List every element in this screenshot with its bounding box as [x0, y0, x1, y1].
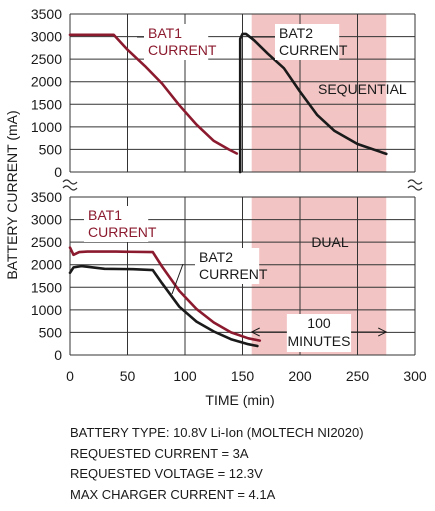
x-tick-label: 100 [173, 368, 197, 384]
bat2-annotation-dual-line: BAT2 [199, 249, 233, 265]
bat1-annotation-dual-line: BAT1 [88, 207, 122, 223]
axis-break-mark [407, 179, 423, 185]
battery-current-chart: 0500100015002000250030003500050010001500… [4, 6, 427, 408]
y-tick-label: 2000 [31, 74, 62, 90]
y-tick-label: 0 [54, 347, 62, 363]
bat1-annotation-sequential-line: CURRENT [148, 42, 217, 58]
bracket-label-line: MINUTES [287, 333, 350, 349]
note-requested-current: REQUESTED CURRENT = 3A [70, 445, 249, 461]
bat2-annotation-sequential-line: CURRENT [279, 42, 348, 58]
axis-break-mark [62, 185, 78, 191]
data-series [68, 32, 388, 348]
bat1-annotation-sequential-bg [144, 24, 209, 60]
x-tick-label: 150 [231, 368, 255, 384]
bat2-annotation-sequential-bg [275, 24, 340, 60]
bracket-arrow-right [378, 327, 388, 337]
bat1-current-line-dual [68, 246, 262, 342]
bat1-annotation-dual-line: CURRENT [88, 224, 157, 240]
bracket-label-line: 100 [307, 315, 331, 331]
y-tick-label: 2000 [31, 257, 62, 273]
axis-break-gap-1 [63, 177, 77, 193]
y-tick-label: 3500 [31, 6, 62, 22]
note-requested-voltage: REQUESTED VOLTAGE = 12.3V [70, 466, 263, 481]
y-tick-label: 3500 [31, 189, 62, 205]
x-axis-title: TIME (min) [205, 392, 274, 408]
bat2-current-line-sequential [238, 32, 388, 174]
bracket-arrow-left [250, 327, 260, 337]
y-axis-title: BATTERY CURRENT (mA) [4, 110, 20, 279]
y-tick-label: 1000 [31, 302, 62, 318]
mode-label-dual: DUAL [311, 234, 349, 250]
bat1-current-line-sequential [68, 33, 239, 155]
axis-break-mark [407, 185, 423, 191]
y-tick-label: 1500 [31, 279, 62, 295]
x-tick-label: 300 [403, 368, 427, 384]
x-tick-label: 50 [120, 368, 136, 384]
x-tick-labels: 0 50 100 150 200 250 300 [66, 368, 427, 384]
bat2-annotation-dual-line: CURRENT [199, 266, 268, 282]
note-battery-type: BATTERY TYPE: 10.8V Li-Ion (MOLTECH NI20… [70, 425, 364, 440]
y-tick-label: 500 [39, 141, 63, 157]
battery-notes: BATTERY TYPE: 10.8V Li-Ion (MOLTECH NI20… [70, 423, 364, 505]
x-tick-label: 0 [66, 368, 74, 384]
bat2-annotation-sequential-line: BAT2 [279, 25, 313, 41]
y-tick-label: 2500 [31, 234, 62, 250]
y-tick-label: 500 [39, 324, 63, 340]
mode-label-sequential: SEQUENTIAL [318, 81, 407, 97]
shaded-regions [251, 14, 387, 355]
y-tick-labels: 0 500 1000 1500 2000 2500 3000 3500 0 500 1000 1500… [31, 6, 62, 363]
bracket-label: 100 MINUTES [286, 314, 352, 352]
y-tick-label: 1000 [31, 119, 62, 135]
bat1-annotation-sequential-line: BAT1 [148, 25, 182, 41]
y-tick-label: 3000 [31, 29, 62, 45]
bat1-annotation-dual-bg [84, 206, 149, 242]
bracket-label-bg [286, 314, 352, 352]
y-tick-label: 2500 [31, 51, 62, 67]
axis-break-mark [62, 179, 78, 185]
y-tick-label: 3000 [31, 212, 62, 228]
axis-break-gap-2 [408, 177, 422, 193]
note-max-charger-current: MAX CHARGER CURRENT = 4.1A [70, 486, 276, 502]
annotations: BAT1CURRENTBAT2CURRENTSEQUENTIALBAT1CURR… [84, 24, 407, 352]
bat2-current-line-dual [68, 264, 259, 348]
x-tick-label: 200 [288, 368, 312, 384]
y-tick-label: 1500 [31, 96, 62, 112]
x-tick-label: 250 [346, 368, 370, 384]
bat2-leader-dual [171, 263, 184, 295]
y-tick-label: 0 [54, 164, 62, 180]
bat2-annotation-dual-bg [195, 248, 260, 284]
